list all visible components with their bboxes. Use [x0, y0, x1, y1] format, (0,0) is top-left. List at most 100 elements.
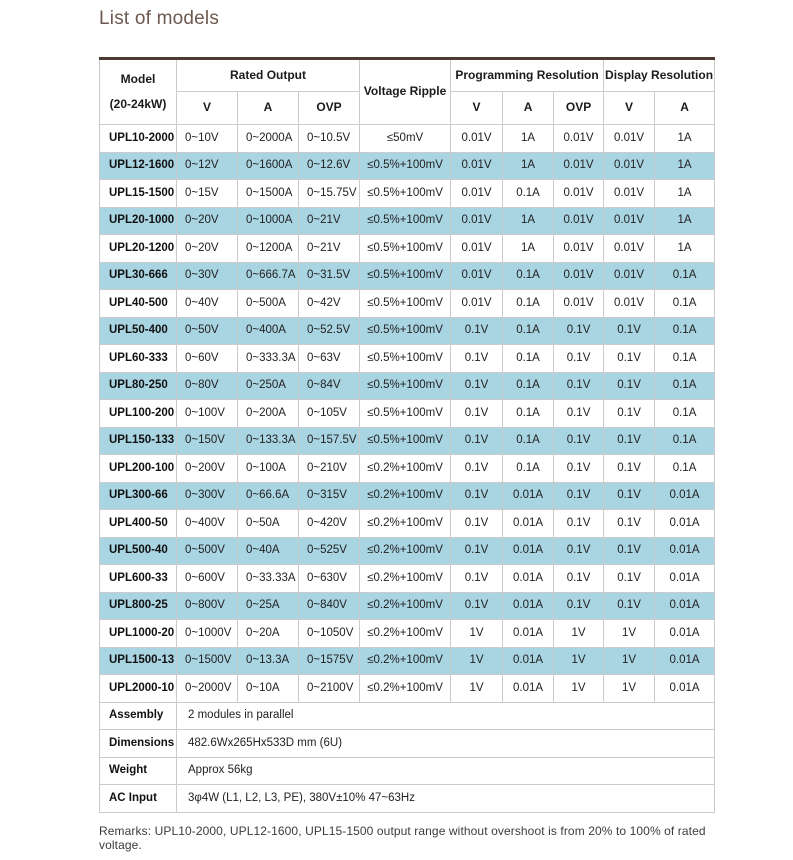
voltage-ripple-cell: ≤0.5%+100mV: [359, 399, 452, 428]
disp-a-cell: 0.01A: [654, 536, 716, 565]
disp-a-cell: 0.1A: [654, 289, 716, 318]
table-row: UPL60-333 0~60V 0~333.3A 0~63V ≤0.5%+100mV 0.…: [99, 344, 716, 373]
header-model-line1: Model: [120, 71, 156, 86]
model-cell: UPL20-1200: [99, 234, 177, 263]
rated-ovp-cell: 0~63V: [297, 344, 361, 373]
prog-ovp-cell: 1V: [553, 674, 605, 703]
prog-v-cell: 0.1V: [450, 399, 504, 428]
rated-ovp-cell: 0~1575V: [297, 646, 361, 675]
prog-ovp-cell: 0.1V: [553, 316, 605, 345]
rated-ovp-cell: 0~31.5V: [297, 261, 361, 290]
model-cell: UPL2000-10: [99, 674, 177, 703]
table-row: UPL40-500 0~40V 0~500A 0~42V ≤0.5%+100mV 0.01…: [99, 289, 716, 318]
model-cell: UPL40-500: [99, 289, 177, 318]
prog-ovp-cell: 0.1V: [553, 344, 605, 373]
rated-a-cell: 0~20A: [237, 619, 299, 648]
disp-v-cell: 0.1V: [603, 399, 656, 428]
table-row: UPL1000-20 0~1000V 0~20A 0~1050V ≤0.2%+100mV…: [99, 619, 716, 648]
voltage-ripple-cell: ≤50mV: [359, 124, 452, 153]
disp-v-cell: 0.01V: [603, 124, 656, 153]
rated-v-cell: 0~80V: [176, 371, 238, 400]
model-cell: UPL20-1000: [99, 206, 177, 235]
rated-ovp-cell: 0~84V: [297, 371, 361, 400]
model-cell: UPL60-333: [99, 344, 177, 373]
disp-a-cell: 0.1A: [654, 316, 716, 345]
prog-v-cell: 0.1V: [450, 536, 504, 565]
voltage-ripple-cell: ≤0.5%+100mV: [359, 179, 452, 208]
prog-v-cell: 0.1V: [450, 426, 504, 455]
disp-a-cell: 0.1A: [654, 344, 716, 373]
voltage-ripple-cell: ≤0.2%+100mV: [359, 536, 452, 565]
prog-a-cell: 1A: [502, 151, 555, 180]
voltage-ripple-cell: ≤0.5%+100mV: [359, 234, 452, 263]
rated-ovp-cell: 0~12.6V: [297, 151, 361, 180]
rated-v-cell: 0~600V: [176, 564, 238, 593]
rated-ovp-cell: 0~840V: [297, 591, 361, 620]
footer-value-cell: 2 modules in parallel: [175, 701, 716, 730]
prog-a-cell: 0.01A: [502, 646, 555, 675]
prog-v-cell: 1V: [450, 619, 504, 648]
rated-a-cell: 0~500A: [237, 289, 299, 318]
remarks-text: Remarks: UPL10-2000, UPL12-1600, UPL15-1…: [99, 823, 706, 852]
table-row: UPL20-1200 0~20V 0~1200A 0~21V ≤0.5%+100mV 0.…: [99, 234, 716, 263]
disp-v-cell: 0.01V: [603, 234, 656, 263]
rated-v-cell: 0~10V: [176, 124, 238, 153]
table-row: UPL2000-10 0~2000V 0~10A 0~2100V ≤0.2%+100mV…: [99, 674, 716, 703]
rated-a-cell: 0~33.33A: [237, 564, 299, 593]
disp-v-cell: 0.1V: [603, 536, 656, 565]
prog-a-cell: 0.01A: [502, 564, 555, 593]
table-row: UPL200-100 0~200V 0~100A 0~210V ≤0.2%+100mV 0…: [99, 454, 716, 483]
header-disp-a: A: [654, 91, 716, 125]
prog-v-cell: 0.1V: [450, 316, 504, 345]
rated-ovp-cell: 0~21V: [297, 234, 361, 263]
disp-v-cell: 0.1V: [603, 591, 656, 620]
prog-a-cell: 0.01A: [502, 674, 555, 703]
header-model-line2: (20-24kW): [109, 96, 167, 111]
footer-value-cell: 3φ4W (L1, L2, L3, PE), 380V±10% 47~63Hz: [175, 784, 716, 813]
rated-a-cell: 0~1200A: [237, 234, 299, 263]
prog-ovp-cell: 0.01V: [553, 151, 605, 180]
disp-a-cell: 0.01A: [654, 481, 716, 510]
table-header: Model (20-24kW) Rated Output Voltage Rip…: [99, 58, 716, 125]
table-row: UPL10-2000 0~10V 0~2000A 0~10.5V ≤50mV 0.01V 1…: [99, 124, 716, 153]
table-footer-row: AC Input 3φ4W (L1, L2, L3, PE), 380V±10% …: [99, 784, 716, 813]
table-row: UPL30-666 0~30V 0~666.7A 0~31.5V ≤0.5%+100mV…: [99, 261, 716, 290]
prog-ovp-cell: 0.01V: [553, 124, 605, 153]
prog-a-cell: 0.01A: [502, 509, 555, 538]
rated-v-cell: 0~2000V: [176, 674, 238, 703]
rated-ovp-cell: 0~21V: [297, 206, 361, 235]
content-area: List of models Model (20-24kW) Rated Out…: [99, 8, 716, 852]
disp-a-cell: 0.1A: [654, 371, 716, 400]
footer-value-cell: 482.6Wx265Hx533D mm (6U): [175, 729, 716, 758]
rated-a-cell: 0~2000A: [237, 124, 299, 153]
rated-v-cell: 0~200V: [176, 454, 238, 483]
rated-ovp-cell: 0~105V: [297, 399, 361, 428]
header-row-subcolumns: V A OVP V A OVP V A: [100, 91, 716, 125]
disp-v-cell: 0.1V: [603, 481, 656, 510]
table-footer-row: Assembly 2 modules in parallel: [99, 701, 716, 730]
footer-label-cell: Dimensions: [99, 729, 177, 758]
disp-a-cell: 1A: [654, 151, 716, 180]
rated-v-cell: 0~40V: [176, 289, 238, 318]
prog-ovp-cell: 0.1V: [553, 591, 605, 620]
rated-ovp-cell: 0~630V: [297, 564, 361, 593]
disp-v-cell: 0.01V: [603, 206, 656, 235]
disp-v-cell: 0.01V: [603, 179, 656, 208]
rated-ovp-cell: 0~525V: [297, 536, 361, 565]
voltage-ripple-cell: ≤0.2%+100mV: [359, 619, 452, 648]
disp-a-cell: 0.1A: [654, 426, 716, 455]
prog-v-cell: 0.01V: [450, 179, 504, 208]
rated-a-cell: 0~200A: [237, 399, 299, 428]
rated-a-cell: 0~25A: [237, 591, 299, 620]
prog-v-cell: 0.1V: [450, 371, 504, 400]
voltage-ripple-cell: ≤0.2%+100mV: [359, 564, 452, 593]
rated-a-cell: 0~10A: [237, 674, 299, 703]
voltage-ripple-cell: ≤0.5%+100mV: [359, 289, 452, 318]
rated-v-cell: 0~1500V: [176, 646, 238, 675]
prog-a-cell: 0.01A: [502, 591, 555, 620]
prog-a-cell: 0.1A: [502, 371, 555, 400]
rated-ovp-cell: 0~1050V: [297, 619, 361, 648]
rated-v-cell: 0~20V: [176, 234, 238, 263]
prog-a-cell: 0.01A: [502, 481, 555, 510]
table-footer-row: Weight Approx 56kg: [99, 756, 716, 785]
